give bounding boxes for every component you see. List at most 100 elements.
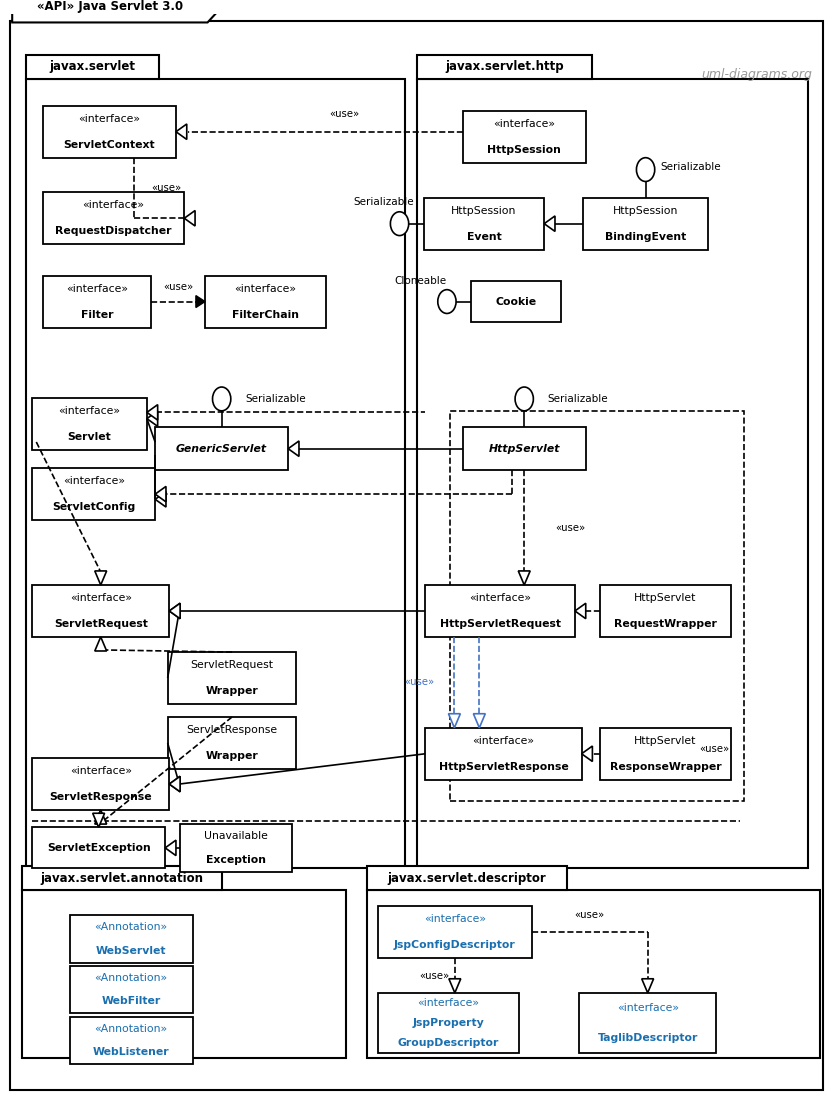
Polygon shape (544, 216, 555, 231)
Bar (425, 727, 581, 780)
Text: ResponseWrapper: ResponseWrapper (610, 761, 721, 772)
Text: Serializable: Serializable (245, 394, 305, 404)
Polygon shape (449, 714, 460, 727)
Text: HttpServletResponse: HttpServletResponse (439, 761, 568, 772)
Bar (43, 275, 151, 328)
Text: WebServlet: WebServlet (96, 946, 166, 955)
Circle shape (515, 387, 534, 410)
Text: ServletRequest: ServletRequest (53, 619, 148, 629)
Bar (168, 652, 296, 704)
Text: javax.servlet.annotation: javax.servlet.annotation (40, 872, 203, 884)
Polygon shape (169, 603, 180, 619)
Polygon shape (165, 840, 176, 856)
Text: HttpServletRequest: HttpServletRequest (440, 619, 560, 629)
Text: ServletException: ServletException (47, 842, 150, 852)
Text: «interface»: «interface» (472, 736, 535, 746)
Text: JspConfigDescriptor: JspConfigDescriptor (394, 940, 515, 950)
Polygon shape (184, 211, 195, 226)
Polygon shape (176, 124, 187, 139)
Polygon shape (95, 637, 107, 651)
Text: ServletResponse: ServletResponse (49, 792, 152, 802)
Polygon shape (641, 979, 654, 993)
Text: ServletConfig: ServletConfig (52, 502, 135, 512)
Text: «interface»: «interface» (493, 120, 555, 129)
Bar (378, 993, 520, 1053)
Text: «interface»: «interface» (418, 998, 480, 1008)
Text: Serializable: Serializable (547, 394, 608, 404)
Bar (471, 281, 560, 323)
Bar (33, 585, 169, 637)
Text: «interface»: «interface» (63, 476, 124, 486)
Bar (69, 1017, 193, 1064)
Bar (180, 824, 292, 872)
Text: «use»: «use» (404, 677, 435, 688)
Text: «Annotation»: «Annotation» (94, 921, 168, 931)
Polygon shape (95, 570, 107, 585)
Bar (600, 727, 731, 780)
Text: «interface»: «interface» (78, 114, 140, 124)
Bar (33, 827, 165, 869)
Text: Wrapper: Wrapper (206, 686, 259, 695)
Bar (463, 111, 585, 163)
Bar (155, 427, 289, 471)
Bar (23, 867, 222, 890)
Text: ServletRequest: ServletRequest (190, 660, 274, 670)
Polygon shape (155, 486, 166, 501)
Bar (23, 890, 346, 1058)
Text: javax.servlet.http: javax.servlet.http (445, 60, 564, 73)
Text: «interface»: «interface» (469, 593, 531, 603)
Bar (425, 585, 575, 637)
Bar (27, 55, 159, 79)
Bar (579, 993, 716, 1053)
Text: javax.servlet.descriptor: javax.servlet.descriptor (388, 872, 546, 884)
Bar (27, 79, 404, 869)
Circle shape (438, 290, 456, 314)
Bar (168, 717, 296, 769)
Bar (33, 398, 147, 450)
Text: «interface»: «interface» (616, 1003, 679, 1013)
Bar (33, 758, 169, 810)
Bar (33, 468, 155, 520)
Text: «use»: «use» (419, 971, 450, 981)
Text: WebListener: WebListener (93, 1048, 169, 1058)
Polygon shape (147, 405, 158, 420)
Polygon shape (147, 411, 158, 427)
Bar (600, 585, 731, 637)
Text: «interface»: «interface» (70, 593, 132, 603)
Text: RequestDispatcher: RequestDispatcher (55, 226, 172, 236)
Polygon shape (474, 714, 485, 727)
Text: HttpServlet: HttpServlet (489, 443, 560, 454)
Text: ServletResponse: ServletResponse (187, 725, 278, 735)
Polygon shape (518, 570, 530, 585)
Text: «interface»: «interface» (83, 201, 144, 211)
Polygon shape (196, 295, 205, 307)
Bar (378, 906, 532, 958)
Text: Servlet: Servlet (68, 432, 112, 442)
Bar (463, 427, 585, 471)
Text: Event: Event (466, 231, 501, 241)
Bar (450, 410, 744, 802)
Polygon shape (95, 810, 107, 824)
Text: «use»: «use» (163, 283, 193, 293)
Text: «Annotation»: «Annotation» (94, 973, 168, 983)
Circle shape (390, 212, 409, 236)
Bar (69, 915, 193, 962)
Text: «use»: «use» (151, 183, 181, 193)
Text: «use»: «use» (555, 522, 585, 533)
Text: uml-diagrams.org: uml-diagrams.org (701, 68, 811, 81)
Text: Wrapper: Wrapper (206, 751, 259, 761)
Text: Filter: Filter (81, 309, 113, 319)
Bar (205, 275, 325, 328)
Text: Serializable: Serializable (353, 197, 414, 207)
Polygon shape (155, 491, 166, 507)
Text: Serializable: Serializable (661, 162, 721, 172)
Text: ServletContext: ServletContext (63, 139, 155, 149)
Circle shape (636, 158, 655, 181)
Text: BindingEvent: BindingEvent (605, 231, 686, 241)
Polygon shape (169, 777, 180, 792)
Bar (43, 192, 184, 245)
Polygon shape (169, 777, 180, 792)
Bar (367, 867, 566, 890)
Text: «interface»: «interface» (424, 914, 486, 925)
Text: FilterChain: FilterChain (232, 309, 299, 319)
